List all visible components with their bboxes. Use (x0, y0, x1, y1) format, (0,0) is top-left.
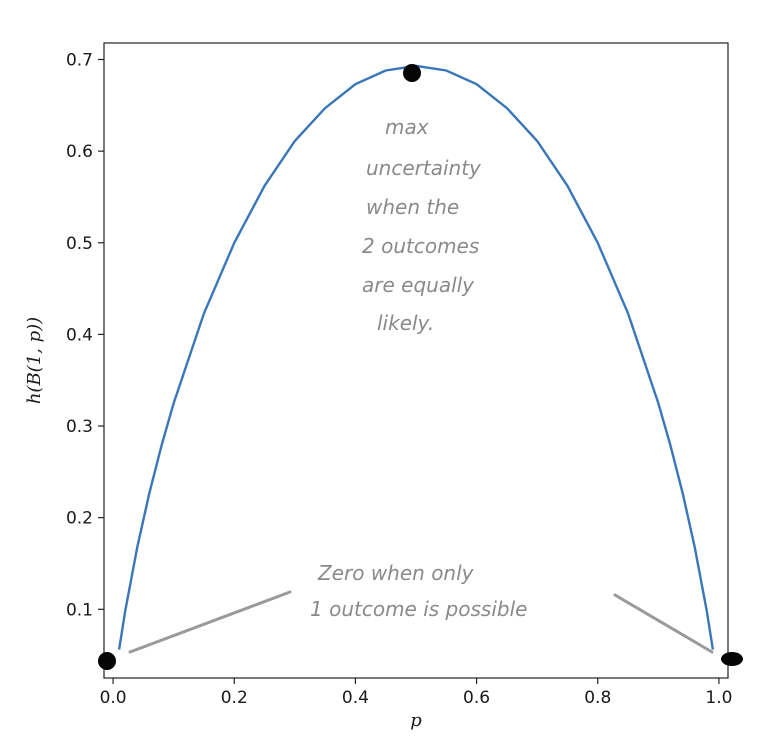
note-line: are equally (362, 273, 475, 297)
y-axis-ticks: 0.1 0.2 0.3 0.4 0.5 0.6 0.7 (66, 50, 104, 620)
note-line: when the (366, 195, 459, 219)
note-line: Zero when only (317, 561, 475, 585)
x-axis-label: p (410, 710, 422, 731)
note-line: 2 outcomes (362, 234, 479, 258)
y-tick-label: 0.2 (66, 509, 93, 529)
y-tick-label: 0.1 (66, 600, 93, 620)
x-tick-label: 0.8 (584, 688, 611, 708)
x-tick-label: 1.0 (705, 688, 732, 708)
y-tick-label: 0.6 (66, 142, 93, 162)
x-tick-label: 0.0 (100, 688, 127, 708)
y-tick-label: 0.3 (66, 417, 93, 437)
max-marker-dot (403, 64, 421, 82)
note-line: max (385, 115, 429, 139)
note-line: uncertainty (366, 156, 482, 180)
y-tick-label: 0.4 (66, 325, 93, 345)
right-end-marker-dot (721, 652, 743, 666)
left-end-marker-dot (98, 652, 116, 670)
y-tick-label: 0.5 (66, 234, 93, 254)
note-line: 1 outcome is possible (310, 597, 527, 621)
note-line: likely. (377, 311, 434, 335)
x-tick-label: 0.6 (463, 688, 490, 708)
zero-entropy-note: Zero when only 1 outcome is possible (310, 561, 527, 621)
plot-frame (103, 42, 729, 679)
y-tick-label: 0.7 (66, 50, 93, 70)
x-tick-label: 0.2 (221, 688, 248, 708)
max-uncertainty-note: max uncertainty when the 2 outcomes are equa… (362, 115, 482, 335)
x-tick-label: 0.4 (342, 688, 369, 708)
x-axis-ticks: 0.0 0.2 0.4 0.6 0.8 1.0 (100, 678, 732, 708)
right-pointer-line (613, 593, 714, 654)
y-axis-label: h(B(1, p)) (24, 317, 45, 404)
left-pointer-line (128, 590, 292, 654)
